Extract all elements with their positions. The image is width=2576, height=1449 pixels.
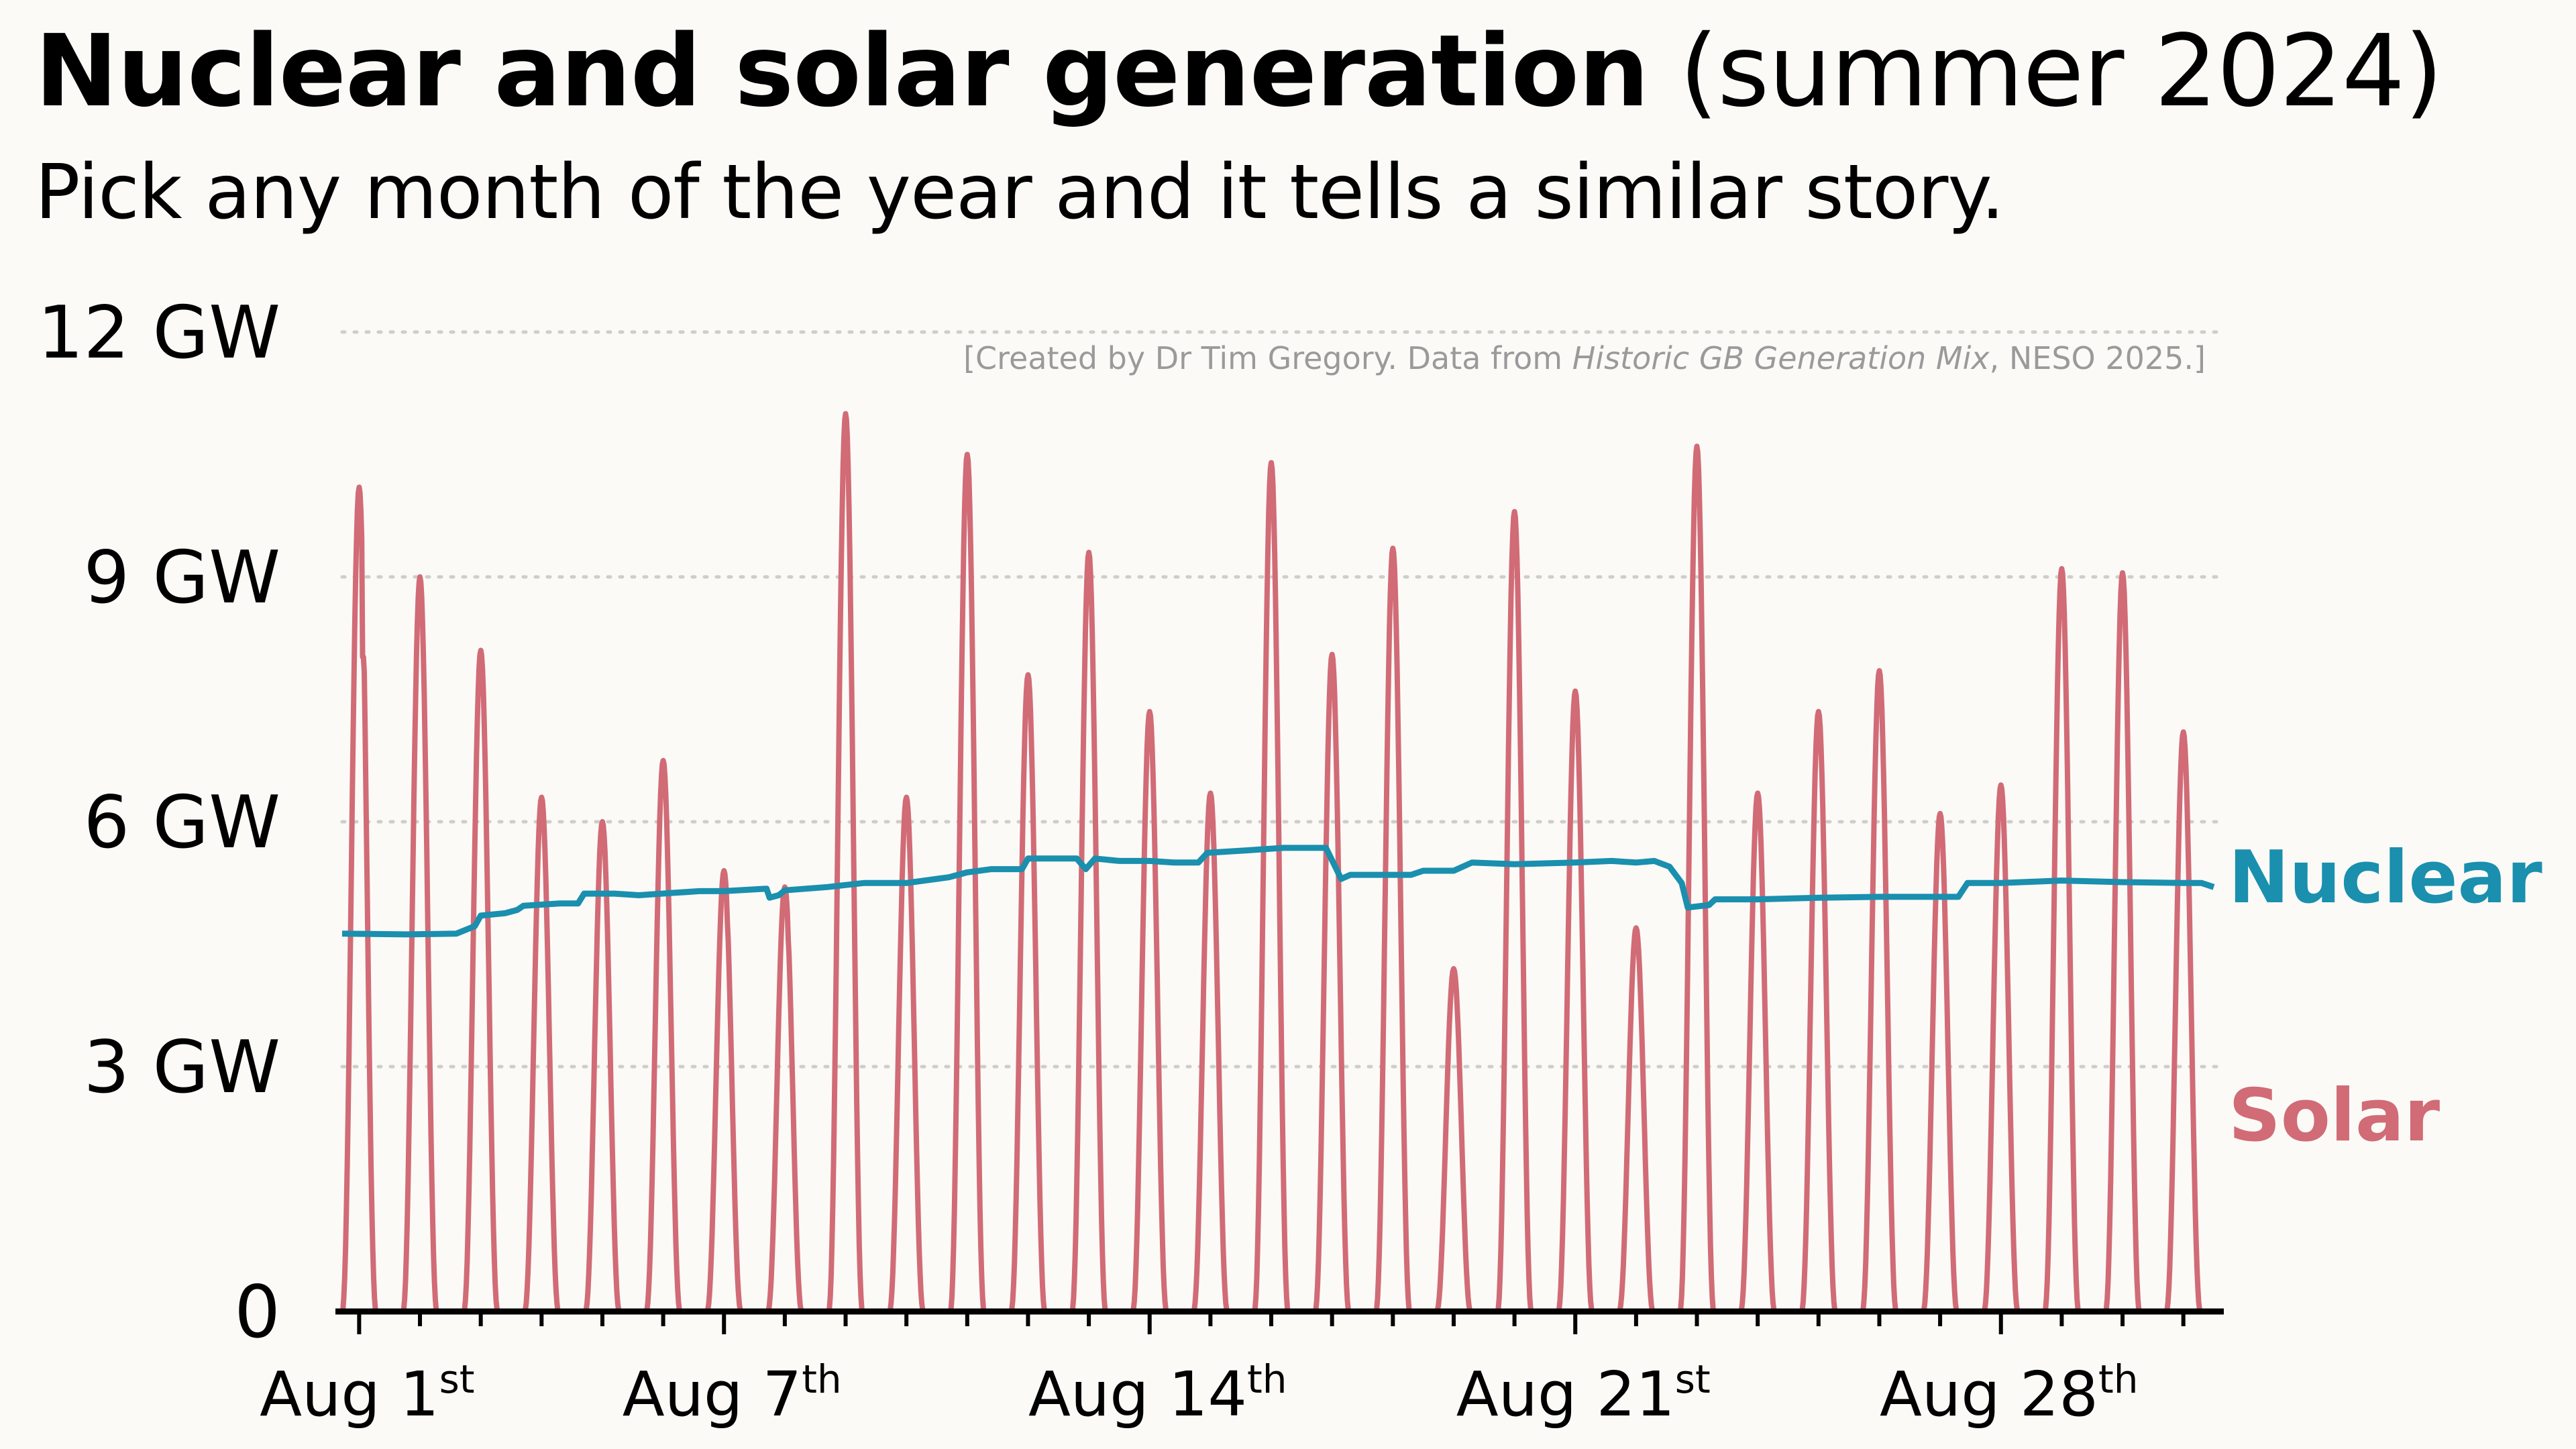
solar-line bbox=[339, 411, 2203, 1314]
y-tick-label: 12 GW bbox=[38, 291, 280, 375]
x-tick-label: Aug 14th bbox=[1028, 1356, 1287, 1430]
credit-prefix: [Created by Dr Tim Gregory. Data from bbox=[963, 340, 1572, 376]
y-tick-label: 6 GW bbox=[83, 781, 280, 865]
credit-source: Historic GB Generation Mix bbox=[1572, 340, 1990, 376]
credit-note: [Created by Dr Tim Gregory. Data from Hi… bbox=[963, 340, 2206, 376]
y-axis-labels: 0 3 GW 6 GW 9 GW 12 GW bbox=[38, 291, 280, 1354]
y-tick-label: 9 GW bbox=[83, 536, 280, 620]
chart-title-main: Nuclear and solar generation bbox=[35, 13, 1649, 129]
nuclear-line bbox=[341, 845, 2215, 938]
x-tick-label: Aug 21st bbox=[1456, 1356, 1711, 1430]
legend-nuclear-label: Nuclear bbox=[2229, 836, 2542, 920]
y-tick-label: 3 GW bbox=[83, 1026, 280, 1110]
series-lines bbox=[339, 411, 2215, 1314]
x-tick-label: Aug 1st bbox=[260, 1356, 474, 1430]
legend-solar-label: Solar bbox=[2229, 1074, 2440, 1158]
x-axis-labels: Aug 1st Aug 7th Aug 14th Aug 21st Aug 28th bbox=[260, 1356, 2138, 1430]
x-tick-label: Aug 28th bbox=[1880, 1356, 2138, 1430]
chart-subtitle: Pick any month of the year and it tells … bbox=[35, 149, 2004, 236]
y-tick-label: 0 bbox=[234, 1271, 280, 1354]
credit-suffix: , NESO 2025.] bbox=[1990, 340, 2206, 376]
chart-title: Nuclear and solar generation (summer 202… bbox=[35, 13, 2443, 129]
x-tick-label: Aug 7th bbox=[623, 1356, 842, 1430]
x-axis bbox=[335, 1308, 2224, 1334]
chart-title-period: (summer 2024) bbox=[1679, 13, 2443, 129]
